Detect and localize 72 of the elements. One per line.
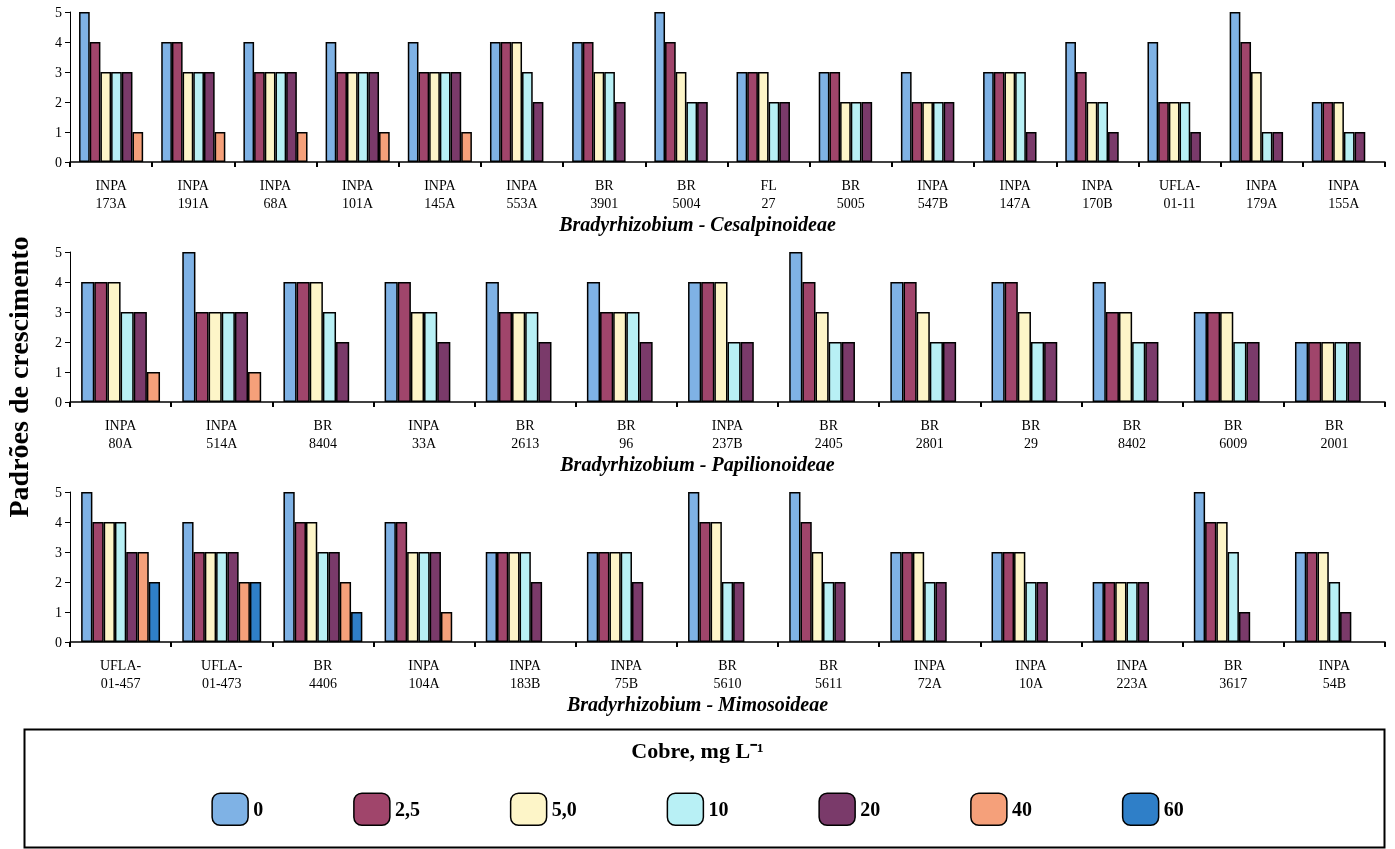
x-tick-label: INPA 72A — [914, 657, 947, 691]
x-tick-label: BR 2405 — [814, 417, 843, 451]
y-tick-label: 2 — [55, 334, 62, 350]
y-tick-label: 1 — [55, 604, 62, 620]
y-tick-label: 1 — [55, 364, 62, 380]
text: Bradyrhizobium - Mimosoideae — [565, 693, 829, 716]
x-tick-label: INPA 104A — [408, 657, 441, 691]
x-tick-label: INPA 173A — [95, 177, 128, 211]
y-tick-label: 0 — [55, 154, 62, 170]
x-tick-label: BR 3901 — [590, 177, 619, 211]
x-tick-label: INPA 68A — [259, 177, 293, 211]
x-tick-label: FL 27 — [760, 177, 777, 211]
x-tick-label: INPA 75B — [610, 657, 643, 691]
x-tick-label: INPA 155A — [1328, 177, 1361, 211]
x-tick-label: INPA 547B — [917, 177, 950, 211]
y-tick-label: 1 — [55, 124, 62, 140]
legend-label: 5,0 — [551, 798, 577, 821]
x-tick-label: UFLA- 01-11 — [1158, 177, 1201, 211]
y-tick-label: 2 — [55, 94, 62, 110]
x-tick-label: BR 8404 — [308, 417, 337, 451]
x-tick-label: BR 5611 — [814, 657, 843, 691]
x-tick-label: INPA 179A — [1246, 177, 1279, 211]
x-tick-label: INPA 191A — [177, 177, 210, 211]
x-tick-label: BR 2613 — [511, 417, 540, 451]
y-tick-label: 2 — [55, 574, 62, 590]
y-tick-label: 5 — [55, 4, 62, 20]
x-tick-label: INPA 237B — [711, 417, 745, 451]
x-tick-label: INPA 553A — [506, 177, 539, 211]
y-tick-label: 5 — [55, 244, 62, 260]
x-tick-label: INPA 145A — [424, 177, 457, 211]
x-tick-label: INPA 33A — [408, 417, 441, 451]
x-tick-label: INPA 170B — [1081, 177, 1114, 211]
x-tick-label: BR 2001 — [1320, 417, 1349, 451]
y-tick-label: 4 — [55, 274, 62, 290]
y-tick-label: 3 — [55, 304, 62, 320]
x-tick-label: UFLA- 01-473 — [201, 657, 243, 691]
x-tick-label: BR 2801 — [915, 417, 944, 451]
legend-label: 2,5 — [394, 798, 420, 821]
y-tick-label: 5 — [55, 484, 62, 500]
legend-label: 20 — [860, 798, 881, 821]
x-tick-label: BR 5005 — [836, 177, 865, 211]
x-tick-label: BR 3617 — [1219, 657, 1248, 691]
x-tick-label: BR 4406 — [308, 657, 337, 691]
x-tick-label: INPA 223A — [1116, 657, 1149, 691]
y-tick-label: 3 — [55, 544, 62, 560]
legend-title: Cobre, mg L⁻¹ — [631, 737, 764, 763]
x-tick-label: BR 6009 — [1219, 417, 1248, 451]
x-tick-label: BR 8402 — [1118, 417, 1147, 451]
y-axis-title: Padrões de crescimento — [3, 235, 35, 520]
y-tick-label: 0 — [55, 634, 62, 650]
x-tick-label: INPA 147A — [999, 177, 1032, 211]
x-tick-label: INPA 101A — [341, 177, 375, 211]
x-tick-label: INPA 10A — [1015, 657, 1048, 691]
x-tick-label: UFLA- 01-457 — [99, 657, 142, 691]
y-tick-label: 0 — [55, 394, 62, 410]
x-tick-label: INPA 80A — [104, 417, 138, 451]
x-tick-label: BR 5004 — [672, 177, 701, 211]
x-tick-label: INPA 183B — [509, 657, 542, 691]
legend-label: 0 — [253, 798, 264, 821]
x-tick-label: BR 96 — [617, 417, 637, 451]
text: Bradyrhizobium - Cesalpinoideae — [558, 213, 836, 236]
legend-label: 10 — [708, 798, 729, 821]
x-tick-label: BR 5610 — [713, 657, 742, 691]
text: Bradyrhizobium - Papilionoideae — [559, 453, 835, 476]
y-tick-label: 4 — [55, 514, 62, 530]
x-tick-label: BR 29 — [1021, 417, 1041, 451]
legend-label: 40 — [1011, 798, 1032, 821]
y-tick-label: 4 — [55, 34, 62, 50]
x-tick-label: INPA 54B — [1318, 657, 1351, 691]
legend-label: 60 — [1163, 798, 1184, 821]
x-tick-label: INPA 514A — [206, 417, 239, 451]
y-tick-label: 3 — [55, 64, 62, 80]
